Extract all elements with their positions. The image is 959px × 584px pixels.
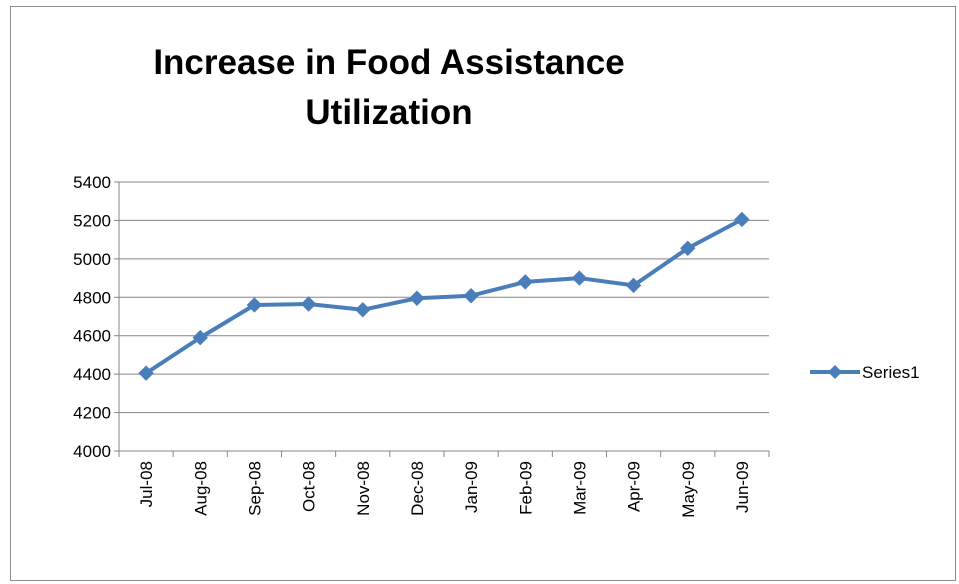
y-tick-label: 5400 — [73, 173, 111, 192]
x-tick-label: Nov-08 — [354, 461, 373, 516]
data-point — [192, 329, 208, 346]
x-tick-label: Aug-08 — [191, 461, 210, 516]
data-point — [300, 296, 317, 312]
y-tick-label: 4000 — [73, 442, 111, 461]
data-point — [571, 270, 588, 286]
y-tick-label: 4600 — [73, 327, 111, 346]
x-tick-label: Apr-09 — [625, 461, 644, 512]
data-point — [409, 290, 425, 306]
x-tick-label: Jun-09 — [733, 461, 752, 513]
data-point — [355, 302, 371, 318]
data-point — [734, 211, 750, 228]
chart-title-line2: Utilization — [305, 93, 473, 132]
data-point — [517, 274, 533, 290]
data-point — [246, 297, 263, 313]
x-tick-label: Dec-08 — [408, 461, 427, 516]
data-point — [680, 240, 696, 256]
series-line — [144, 217, 743, 375]
data-point — [463, 288, 479, 304]
data-point — [138, 365, 154, 381]
y-tick-label: 4800 — [73, 288, 111, 307]
x-tick-label: Jan-09 — [462, 461, 481, 513]
x-tick-label: Oct-08 — [300, 461, 319, 512]
x-tick-label: May-09 — [679, 461, 698, 518]
x-tick-label: Sep-08 — [245, 461, 264, 516]
chart-title-line1: Increase in Food Assistance — [153, 43, 625, 82]
y-tick-label: 4200 — [73, 404, 111, 423]
y-tick-label: 5200 — [73, 211, 111, 230]
y-tick-label: 4400 — [73, 365, 111, 384]
legend-label: Series1 — [862, 363, 920, 382]
data-point — [625, 277, 642, 294]
x-tick-label: Jul-08 — [137, 461, 156, 507]
y-tick-label: 5000 — [73, 250, 111, 269]
chart-title: Increase in Food Assistance Utilization — [10, 38, 768, 138]
x-tick-label: Mar-09 — [570, 461, 589, 515]
x-tick-label: Feb-09 — [516, 461, 535, 515]
legend-marker-icon — [828, 365, 842, 379]
